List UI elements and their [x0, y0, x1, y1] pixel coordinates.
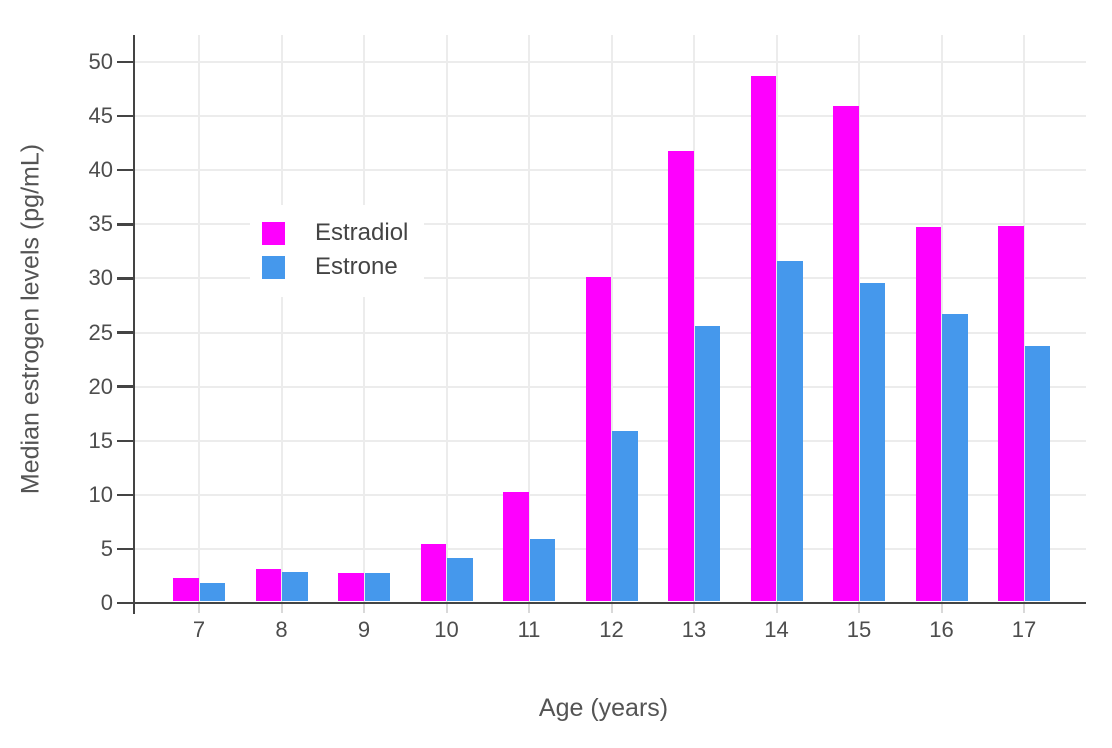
y-tick-label: 40: [88, 157, 113, 183]
bar-estrone-age-15: [859, 283, 885, 602]
legend-label: Estradiol: [315, 219, 409, 246]
x-tick-mark: [280, 604, 283, 613]
bar-estrone-age-8: [282, 572, 308, 602]
bar-estradiol-age-15: [833, 105, 859, 602]
x-gridline: [528, 35, 530, 603]
x-tick-mark: [363, 604, 365, 613]
y-tick-label: 20: [88, 373, 113, 399]
x-tick-label: 11: [517, 617, 541, 642]
x-tick-mark: [693, 604, 695, 613]
bar-estrone-age-7: [199, 583, 225, 602]
bar-estradiol-age-13: [668, 151, 694, 602]
x-tick-mark: [610, 604, 613, 613]
y-tick-label: 50: [88, 49, 113, 75]
x-tick-label: 13: [681, 617, 707, 642]
x-gridline: [940, 35, 943, 603]
y-tick-mark: [117, 493, 133, 496]
y-tick-label: 5: [100, 535, 113, 561]
x-tick-mark: [445, 604, 448, 613]
y-axis-title: Median estrogen levels (pg/mL): [16, 143, 45, 495]
y-tick-label: 30: [88, 265, 113, 291]
x-tick-mark: [198, 604, 200, 613]
y-tick-mark: [117, 169, 133, 172]
x-tick-mark: [528, 604, 530, 613]
x-gridline: [1023, 35, 1025, 603]
bar-estrone-age-12: [612, 430, 638, 602]
y-tick-mark: [117, 547, 133, 551]
y-tick-label: 45: [88, 103, 113, 129]
bar-estrone-age-16: [942, 313, 968, 602]
bar-estradiol-age-11: [503, 492, 529, 602]
x-tick-label: 8: [275, 617, 288, 642]
x-tick-mark: [1023, 604, 1025, 613]
x-tick-mark: [940, 604, 943, 613]
x-tick-label: 7: [192, 617, 206, 642]
y-tick-label: 25: [88, 319, 113, 345]
y-tick-mark: [117, 385, 133, 388]
bar-estradiol-age-10: [420, 544, 446, 602]
x-gridline: [445, 35, 448, 603]
bar-estrone-age-17: [1024, 346, 1050, 602]
bar-estrone-age-9: [364, 573, 390, 602]
legend-item-estrone: Estrone: [262, 253, 408, 281]
x-tick-label: 14: [764, 617, 789, 642]
legend: Estradiol Estrone: [250, 205, 425, 297]
bar-estradiol-age-12: [585, 276, 611, 602]
bar-estradiol-age-16: [915, 227, 941, 602]
x-tick-label: 10: [434, 617, 459, 642]
bar-estradiol-age-8: [255, 569, 281, 602]
y-tick-mark: [117, 114, 133, 118]
x-gridline: [198, 35, 200, 603]
y-tick-mark: [117, 223, 133, 226]
x-tick-label: 12: [599, 617, 624, 642]
bar-estradiol-age-9: [338, 573, 364, 602]
bar-estrone-age-13: [694, 325, 720, 602]
x-gridline: [363, 35, 365, 603]
estrone-swatch-icon: [262, 255, 285, 279]
y-tick-mark: [117, 601, 133, 605]
legend-label: Estrone: [315, 253, 398, 280]
x-tick-label: 15: [846, 617, 872, 642]
x-gridline: [610, 35, 613, 603]
y-tick-mark: [117, 277, 133, 280]
y-tick-mark: [117, 331, 133, 334]
y-tick-mark: [117, 60, 133, 64]
y-tick-mark: [117, 439, 133, 442]
y-tick-label: 0: [100, 590, 113, 615]
x-tick-label: 9: [357, 617, 371, 642]
x-axis-line: [117, 601, 1086, 604]
y-axis-line: [132, 35, 135, 614]
x-tick-label: 16: [929, 617, 954, 642]
bar-estrone-age-14: [777, 260, 803, 602]
x-tick-mark: [858, 604, 860, 613]
estradiol-swatch-icon: [262, 221, 285, 245]
x-tick-label: 17: [1011, 617, 1037, 642]
bar-estradiol-age-17: [998, 226, 1024, 602]
x-gridline: [280, 35, 283, 603]
x-axis-title: Age (years): [538, 694, 669, 722]
legend-item-estradiol: Estradiol: [262, 219, 408, 247]
y-tick-label: 15: [88, 427, 113, 453]
x-gridline: [693, 35, 695, 603]
bar-estrone-age-11: [529, 538, 555, 602]
x-tick-mark: [775, 604, 778, 613]
bar-estradiol-age-7: [173, 577, 199, 602]
y-tick-label: 35: [88, 211, 113, 237]
x-gridline: [775, 35, 778, 603]
x-gridline: [858, 35, 860, 603]
bar-estrone-age-10: [447, 558, 473, 602]
y-tick-label: 10: [88, 481, 113, 507]
bar-estradiol-age-14: [750, 75, 776, 602]
